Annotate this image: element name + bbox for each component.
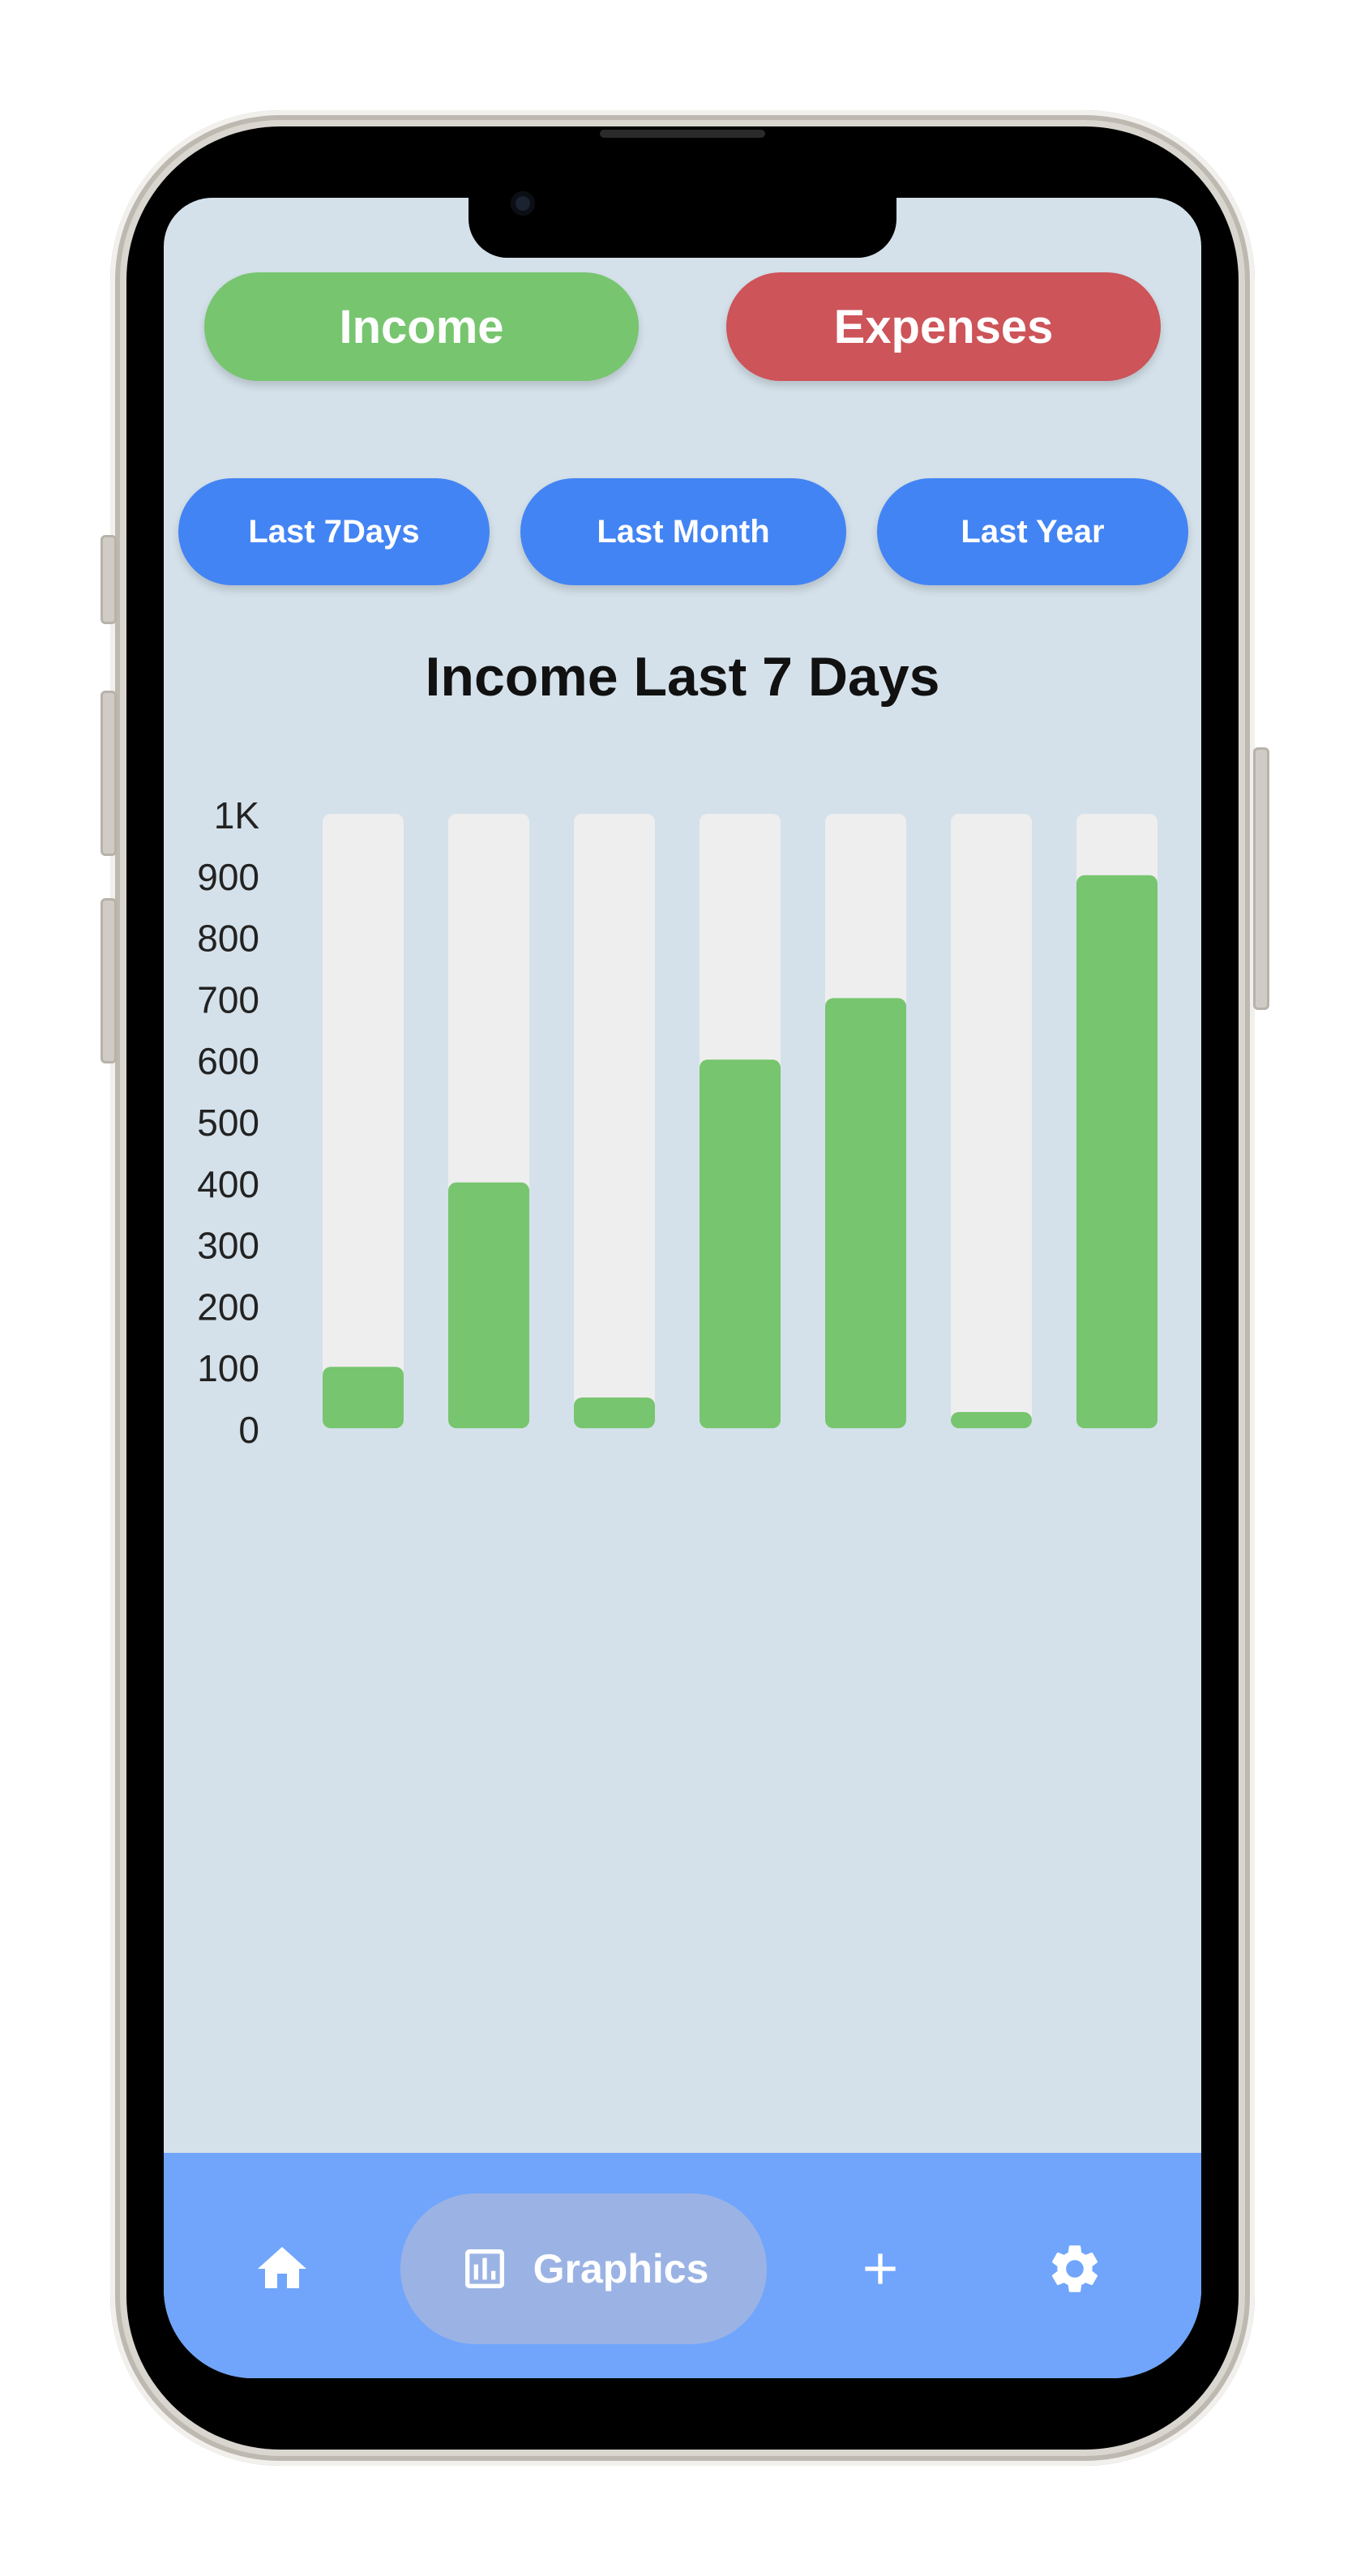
bar-23/03[interactable] xyxy=(574,1397,655,1428)
x-tick-label: 24/03 xyxy=(700,1461,781,1462)
y-tick-label: 1K xyxy=(214,794,260,837)
y-tick-label: 100 xyxy=(197,1347,259,1389)
bar-24/03[interactable] xyxy=(700,1059,781,1428)
y-tick-label: 700 xyxy=(197,978,259,1021)
bar-track xyxy=(574,814,655,1428)
bar-track xyxy=(951,814,1032,1428)
nav-home-button[interactable] xyxy=(242,2228,323,2309)
x-tick-label: 23/03 xyxy=(574,1461,655,1462)
expenses-toggle-button[interactable]: Expenses xyxy=(726,272,1161,381)
bar-28/03[interactable] xyxy=(1076,875,1157,1428)
phone-notch xyxy=(469,159,896,258)
phone-side-button-power xyxy=(1253,747,1269,1010)
front-camera xyxy=(511,191,535,216)
y-tick-label: 900 xyxy=(197,856,259,898)
y-tick-label: 600 xyxy=(197,1040,259,1082)
x-tick-label: 27/03 xyxy=(951,1461,1032,1462)
x-tick-label: 28/03 xyxy=(1076,1461,1157,1462)
bar-21/03[interactable] xyxy=(323,1367,404,1428)
bar-26/03[interactable] xyxy=(825,998,906,1428)
last-year-button[interactable]: Last Year xyxy=(877,478,1188,585)
nav-add-button[interactable] xyxy=(840,2228,921,2309)
bar-27/03[interactable] xyxy=(951,1412,1032,1428)
income-bar-chart: 0 100 200 300 400 500 600 700 800 900 1K 21/03 22/03… xyxy=(197,794,1157,1462)
plus-icon xyxy=(865,2253,896,2284)
y-tick-label: 400 xyxy=(197,1163,259,1205)
bar-track xyxy=(323,814,404,1428)
phone-side-button-mute xyxy=(101,535,117,624)
y-tick-label: 500 xyxy=(197,1102,259,1144)
nav-graphics-button[interactable]: Graphics xyxy=(400,2193,767,2344)
app-screen: Income Expenses Last 7Days Last Month La… xyxy=(164,198,1201,2378)
y-tick-label: 0 xyxy=(238,1409,259,1451)
last-month-button[interactable]: Last Month xyxy=(520,478,846,585)
home-icon xyxy=(258,2247,306,2288)
gear-icon xyxy=(1051,2245,1098,2292)
x-tick-label: 26/03 xyxy=(825,1461,906,1462)
nav-settings-button[interactable] xyxy=(1034,2228,1115,2309)
x-tick-label: 21/03 xyxy=(323,1461,404,1462)
income-toggle-button[interactable]: Income xyxy=(204,272,639,381)
x-tick-label: 22/03 xyxy=(448,1461,529,1462)
chart-title: Income Last 7 Days xyxy=(425,646,940,708)
bottom-navigation: Graphics xyxy=(164,2153,1201,2378)
phone-speaker xyxy=(600,130,765,138)
y-tick-label: 200 xyxy=(197,1286,259,1328)
y-tick-label: 800 xyxy=(197,918,259,960)
phone-side-button-volume-down xyxy=(101,898,117,1063)
bar-chart-icon xyxy=(464,2249,504,2288)
y-tick-label: 300 xyxy=(197,1225,259,1267)
nav-graphics-label: Graphics xyxy=(533,2246,709,2291)
bar-22/03[interactable] xyxy=(448,1182,529,1428)
last-7-days-button[interactable]: Last 7Days xyxy=(178,478,490,585)
phone-side-button-volume-up xyxy=(101,691,117,856)
